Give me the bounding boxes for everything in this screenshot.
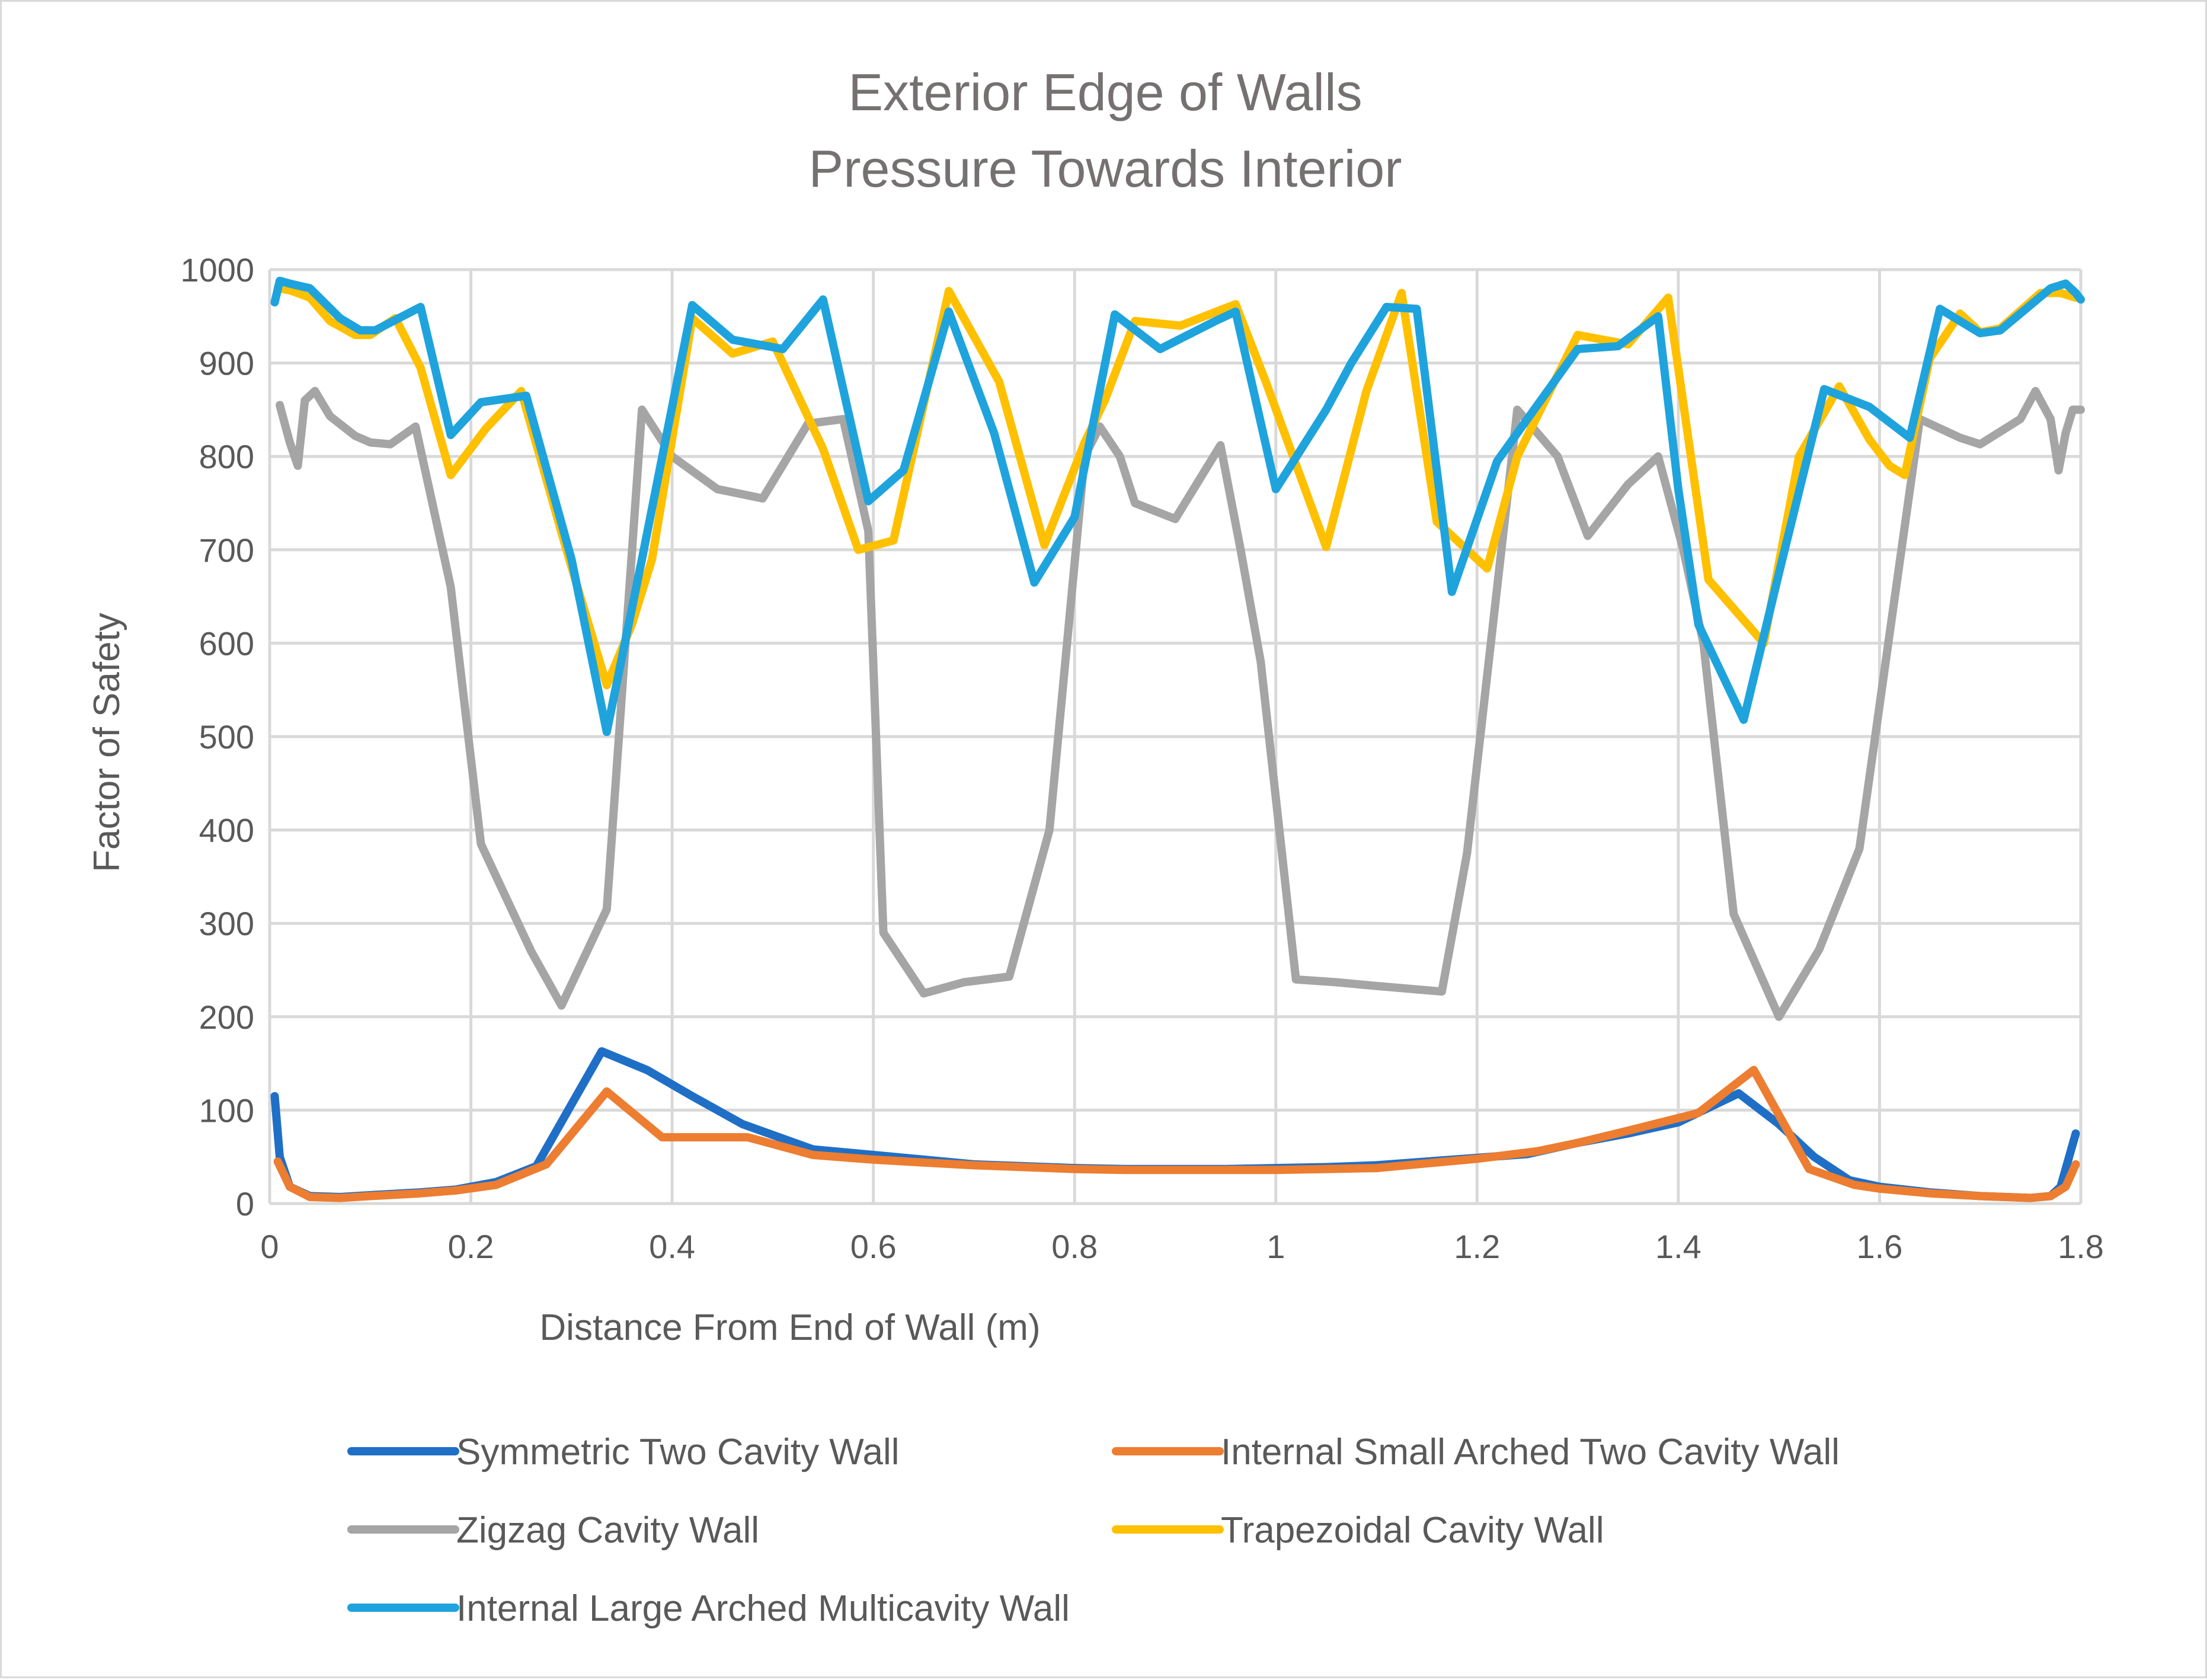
series-line-2 — [273, 1065, 2080, 1202]
legend: Symmetric Two Cavity Wall Internal Small … — [347, 1432, 1840, 1629]
x-axis-tick-labels: 0 0.2 0.4 0.6 0.8 1 1.2 1.4 1.6 1.8 — [260, 1228, 2104, 1265]
x-axis-title: Distance From End of Wall (m) — [539, 1307, 1040, 1348]
x-tick-label: 0.6 — [850, 1228, 897, 1265]
y-axis-title: Factor of Safety — [87, 613, 127, 872]
y-tick-label: 400 — [199, 812, 254, 849]
x-tick-label: 1.6 — [1857, 1228, 1903, 1265]
data-series — [270, 276, 2085, 1202]
x-tick-label: 1 — [1266, 1228, 1285, 1265]
y-axis-tick-labels: 0 100 200 300 400 500 600 700 800 900 1000 — [180, 251, 254, 1223]
y-tick-label: 500 — [199, 718, 254, 756]
legend-label-3: Zigzag Cavity Wall — [456, 1510, 759, 1551]
y-tick-label: 600 — [199, 625, 254, 662]
series-line-4 — [273, 284, 2080, 690]
legend-label-4: Trapezoidal Cavity Wall — [1221, 1510, 1604, 1551]
chart-title-line-2: Pressure Towards Interior — [809, 139, 1402, 198]
series-line-5 — [270, 276, 2085, 737]
x-tick-label: 0 — [260, 1228, 279, 1265]
legend-label-5: Internal Large Arched Multicavity Wall — [456, 1588, 1070, 1629]
y-tick-label: 100 — [199, 1092, 254, 1129]
y-tick-label: 200 — [199, 999, 254, 1036]
x-tick-label: 1.4 — [1655, 1228, 1701, 1265]
series-line-1 — [270, 1047, 2080, 1202]
y-tick-label: 1000 — [180, 251, 254, 289]
x-tick-label: 0.4 — [649, 1228, 695, 1265]
x-tick-label: 1.2 — [1454, 1228, 1500, 1265]
legend-label-1: Symmetric Two Cavity Wall — [456, 1432, 900, 1473]
x-tick-label: 1.8 — [2058, 1228, 2104, 1265]
y-tick-label: 300 — [199, 905, 254, 942]
y-tick-label: 0 — [236, 1185, 254, 1223]
series-line-3 — [276, 386, 2085, 1021]
y-tick-label: 900 — [199, 345, 254, 382]
x-tick-label: 0.2 — [448, 1228, 494, 1265]
y-tick-label: 700 — [199, 532, 254, 569]
chart-title-line-1: Exterior Edge of Walls — [848, 63, 1362, 121]
gridlines — [268, 268, 2083, 1205]
x-tick-label: 0.8 — [1051, 1228, 1098, 1265]
legend-label-2: Internal Small Arched Two Cavity Wall — [1221, 1432, 1840, 1473]
y-tick-label: 800 — [199, 438, 254, 475]
